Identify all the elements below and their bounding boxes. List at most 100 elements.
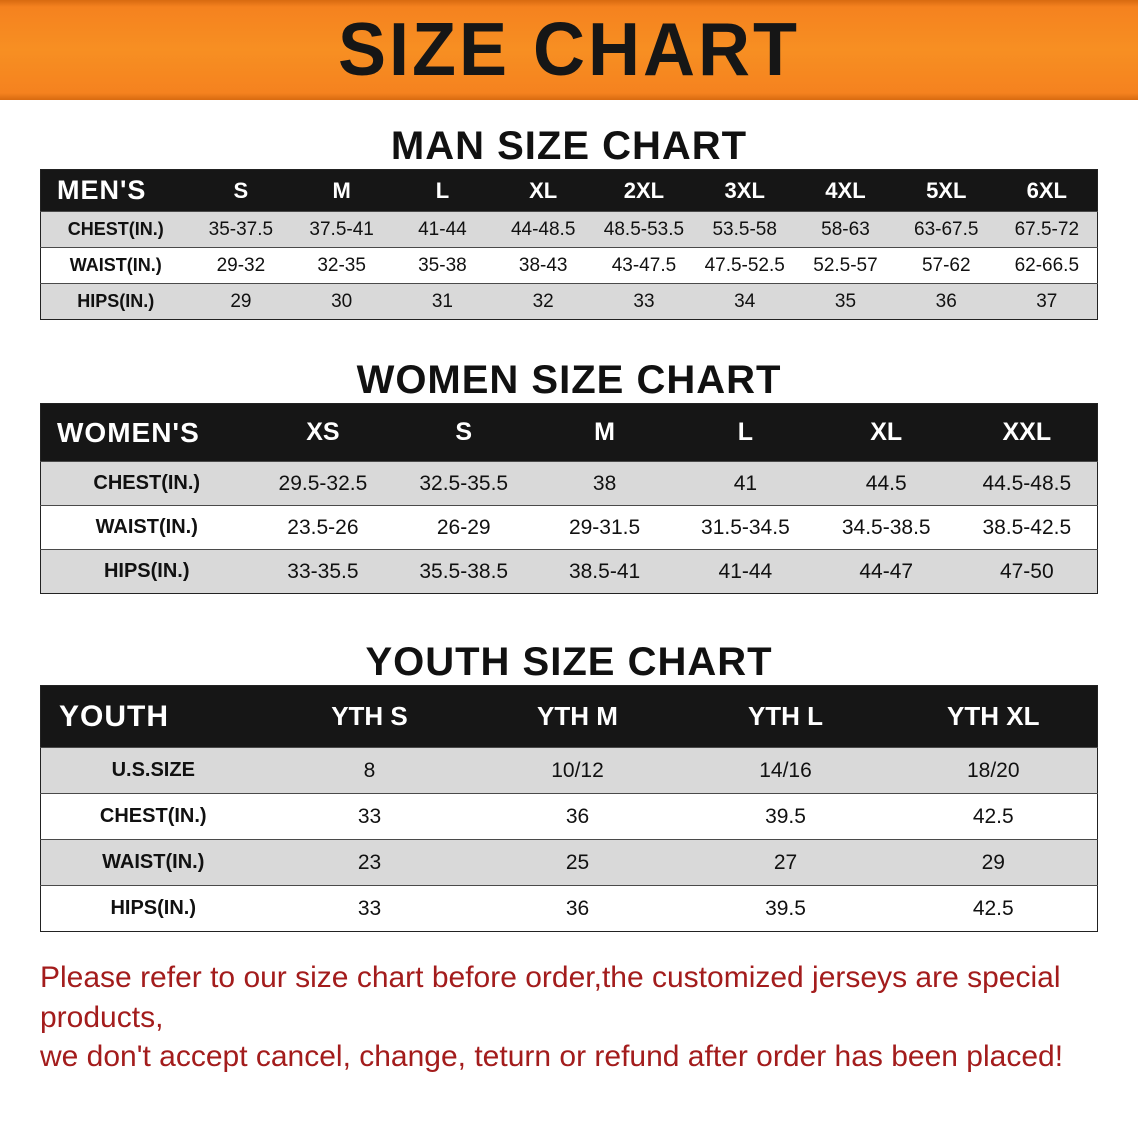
row-label: WAIST(IN.) — [40, 505, 253, 550]
women-size-table: WOMEN'S XS S M L XL XXL CHEST(IN.) 29.5-32.5 32.5… — [40, 403, 1098, 594]
cell-value: 35.5-38.5 — [393, 549, 535, 594]
size-column-header: YTH L — [681, 685, 890, 748]
cell-value: 36 — [473, 793, 682, 840]
size-column-header: 4XL — [795, 169, 896, 212]
row-label: CHEST(IN.) — [40, 793, 266, 840]
women-corner-label: WOMEN'S — [40, 403, 253, 462]
cell-value: 39.5 — [681, 885, 890, 932]
cell-value: 35-38 — [392, 247, 493, 284]
cell-value: 32.5-35.5 — [393, 461, 535, 506]
row-label: HIPS(IN.) — [40, 283, 191, 320]
cell-value: 41-44 — [392, 211, 493, 248]
size-column-header: YTH XL — [889, 685, 1098, 748]
cell-value: 31 — [392, 283, 493, 320]
cell-value: 32-35 — [291, 247, 393, 284]
cell-value: 25 — [473, 839, 682, 886]
cell-value: 57-62 — [895, 247, 997, 284]
row-label: WAIST(IN.) — [40, 247, 191, 284]
cell-value: 63-67.5 — [895, 211, 997, 248]
cell-value: 37 — [996, 283, 1098, 320]
cell-value: 30 — [291, 283, 393, 320]
row-label: HIPS(IN.) — [40, 549, 253, 594]
size-column-header: XL — [815, 403, 957, 462]
cell-value: 52.5-57 — [795, 247, 896, 284]
size-column-header: YTH M — [473, 685, 682, 748]
row-label: CHEST(IN.) — [40, 211, 191, 248]
size-column-header: YTH S — [265, 685, 474, 748]
size-column-header: 2XL — [593, 169, 695, 212]
cell-value: 43-47.5 — [593, 247, 695, 284]
table-row: HIPS(IN.) 33-35.5 35.5-38.5 38.5-41 41-44 44-… — [40, 549, 1098, 594]
cell-value: 29 — [190, 283, 292, 320]
cell-value: 29-32 — [190, 247, 292, 284]
cell-value: 53.5-58 — [694, 211, 796, 248]
man-section-heading: MAN SIZE CHART — [390, 124, 748, 168]
cell-value: 29.5-32.5 — [252, 461, 394, 506]
cell-value: 37.5-41 — [291, 211, 393, 248]
cell-value: 18/20 — [889, 747, 1098, 794]
cell-value: 34.5-38.5 — [815, 505, 957, 550]
table-row: WAIST(IN.) 29-32 32-35 35-38 38-43 43-47.5 47.… — [40, 247, 1098, 284]
row-label: CHEST(IN.) — [40, 461, 253, 506]
cell-value: 35-37.5 — [190, 211, 292, 248]
cell-value: 41-44 — [674, 549, 816, 594]
cell-value: 26-29 — [393, 505, 535, 550]
size-column-header: S — [393, 403, 535, 462]
cell-value: 33 — [593, 283, 695, 320]
youth-header-row: YOUTH YTH S YTH M YTH L YTH XL — [40, 685, 1098, 748]
cell-value: 33 — [265, 793, 474, 840]
youth-size-table: YOUTH YTH S YTH M YTH L YTH XL U.S.SIZE 8 10/12… — [40, 685, 1098, 932]
cell-value: 33 — [265, 885, 474, 932]
cell-value: 47-50 — [956, 549, 1098, 594]
cell-value: 32 — [492, 283, 594, 320]
men-size-table: MEN'S S M L XL 2XL 3XL 4XL 5XL 6XL CHEST(IN.) 35-37… — [40, 169, 1098, 320]
disclaimer-line-2: we don't accept cancel, change, teturn o… — [40, 1040, 1064, 1074]
table-row: U.S.SIZE 8 10/12 14/16 18/20 — [40, 747, 1098, 794]
disclaimer-line-1: Please refer to our size chart before or… — [40, 961, 1061, 1034]
cell-value: 8 — [265, 747, 474, 794]
cell-value: 38-43 — [492, 247, 594, 284]
size-column-header: 6XL — [996, 169, 1098, 212]
cell-value: 42.5 — [889, 793, 1098, 840]
cell-value: 42.5 — [889, 885, 1098, 932]
cell-value: 29 — [889, 839, 1098, 886]
cell-value: 31.5-34.5 — [674, 505, 816, 550]
cell-value: 38.5-41 — [534, 549, 675, 594]
row-label: WAIST(IN.) — [40, 839, 266, 886]
cell-value: 14/16 — [681, 747, 890, 794]
cell-value: 38.5-42.5 — [956, 505, 1098, 550]
size-column-header: M — [291, 169, 393, 212]
women-section-heading: WOMEN SIZE CHART — [356, 358, 782, 402]
table-row: HIPS(IN.) 29 30 31 32 33 34 35 36 37 — [40, 283, 1098, 320]
cell-value: 36 — [895, 283, 997, 320]
size-column-header: 3XL — [694, 169, 796, 212]
cell-value: 23 — [265, 839, 474, 886]
cell-value: 33-35.5 — [252, 549, 394, 594]
table-row: WAIST(IN.) 23.5-26 26-29 29-31.5 31.5-34.5 34… — [40, 505, 1098, 550]
cell-value: 44-48.5 — [492, 211, 594, 248]
cell-value: 35 — [795, 283, 896, 320]
cell-value: 44.5-48.5 — [956, 461, 1098, 506]
size-column-header: XXL — [956, 403, 1098, 462]
cell-value: 39.5 — [681, 793, 890, 840]
size-column-header: L — [674, 403, 816, 462]
size-column-header: XS — [252, 403, 394, 462]
size-column-header: XL — [492, 169, 594, 212]
youth-corner-label: YOUTH — [40, 685, 266, 748]
cell-value: 58-63 — [795, 211, 896, 248]
size-column-header: 5XL — [895, 169, 997, 212]
cell-value: 23.5-26 — [252, 505, 394, 550]
table-row: HIPS(IN.) 33 36 39.5 42.5 — [40, 885, 1098, 932]
cell-value: 34 — [694, 283, 796, 320]
cell-value: 41 — [674, 461, 816, 506]
cell-value: 44-47 — [815, 549, 957, 594]
table-row: WAIST(IN.) 23 25 27 29 — [40, 839, 1098, 886]
banner-title: SIZE CHART — [338, 8, 800, 93]
size-chart-banner: SIZE CHART — [0, 0, 1138, 100]
disclaimer-text: Please refer to our size chart before or… — [40, 958, 1138, 1077]
table-row: CHEST(IN.) 35-37.5 37.5-41 41-44 44-48.5 48.5… — [40, 211, 1098, 248]
cell-value: 47.5-52.5 — [694, 247, 796, 284]
cell-value: 36 — [473, 885, 682, 932]
cell-value: 38 — [534, 461, 675, 506]
size-column-header: S — [190, 169, 292, 212]
